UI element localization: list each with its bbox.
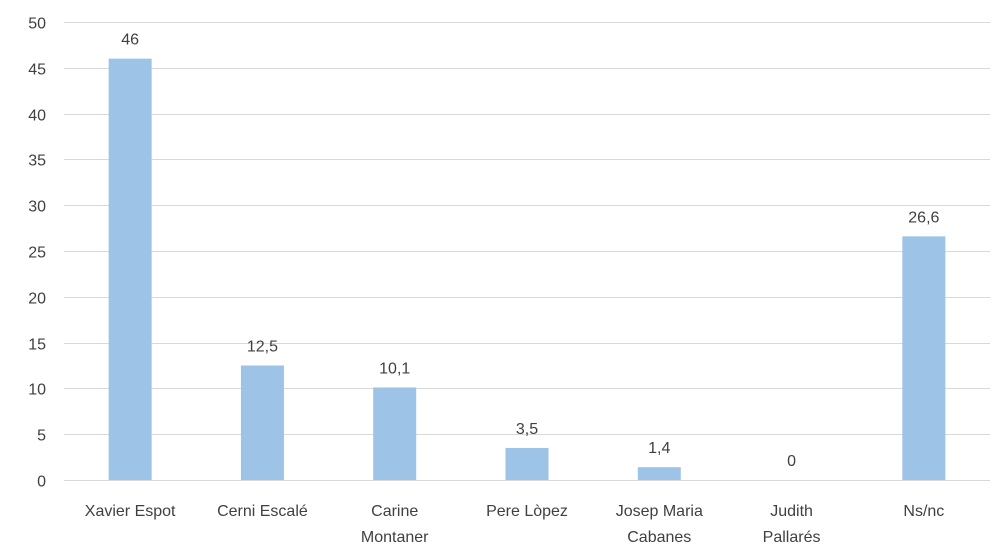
x-category-label-5: Judith Pallarés (763, 503, 821, 546)
y-tick-label-0: 0 (37, 474, 46, 491)
bar-6 (902, 236, 946, 480)
bar-3 (505, 447, 549, 480)
y-axis-tick-labels: 0 5 10 15 20 25 30 35 40 45 50 (28, 16, 46, 491)
bar-2 (373, 387, 417, 480)
y-tick-label-40: 40 (28, 108, 46, 125)
data-label-3: 3,5 (516, 421, 538, 438)
y-tick-label-50: 50 (28, 16, 46, 33)
data-label-1: 12,5 (247, 339, 278, 356)
bar-1 (240, 365, 284, 480)
x-category-label-line: Ns/nc (903, 503, 944, 520)
data-label-6: 26,6 (908, 209, 939, 226)
x-category-label-3: Pere Lòpez (486, 503, 568, 520)
x-category-label-line: Cerni Escalé (217, 503, 308, 520)
y-tick-label-5: 5 (37, 428, 46, 445)
data-labels: 46 12,5 10,1 3,5 1,4 0 26,6 (121, 32, 939, 470)
x-category-label-line: Carine (371, 503, 418, 520)
x-category-label-line: Montaner (361, 529, 429, 546)
y-tick-label-30: 30 (28, 199, 46, 216)
x-category-label-0: Xavier Espot (85, 503, 176, 520)
x-category-label-line: Xavier Espot (85, 503, 176, 520)
y-tick-label-25: 25 (28, 245, 46, 262)
gridlines (64, 22, 990, 481)
x-category-label-line: Pere Lòpez (486, 503, 568, 520)
bar-4 (637, 467, 681, 480)
x-category-label-line: Judith (770, 503, 813, 520)
x-category-label-1: Cerni Escalé (217, 503, 308, 520)
data-label-0: 46 (121, 32, 139, 49)
x-category-label-6: Ns/nc (903, 503, 944, 520)
y-tick-label-20: 20 (28, 291, 46, 308)
data-label-4: 1,4 (648, 440, 670, 457)
x-category-label-2: Carine Montaner (361, 503, 429, 546)
x-category-label-line: Pallarés (763, 529, 821, 546)
x-category-label-4: Josep Maria Cabanes (616, 503, 703, 546)
bar-0 (108, 58, 152, 480)
x-category-label-line: Josep Maria (616, 503, 703, 520)
data-label-5: 0 (787, 453, 796, 470)
y-tick-label-35: 35 (28, 153, 46, 170)
x-axis-category-labels: Xavier Espot Cerni Escalé Carine Montaner Pe… (85, 503, 945, 546)
data-label-2: 10,1 (379, 360, 410, 377)
y-tick-label-10: 10 (28, 382, 46, 399)
bars (108, 58, 946, 480)
x-category-label-line: Cabanes (627, 529, 691, 546)
y-tick-label-45: 45 (28, 62, 46, 79)
y-tick-label-15: 15 (28, 337, 46, 354)
